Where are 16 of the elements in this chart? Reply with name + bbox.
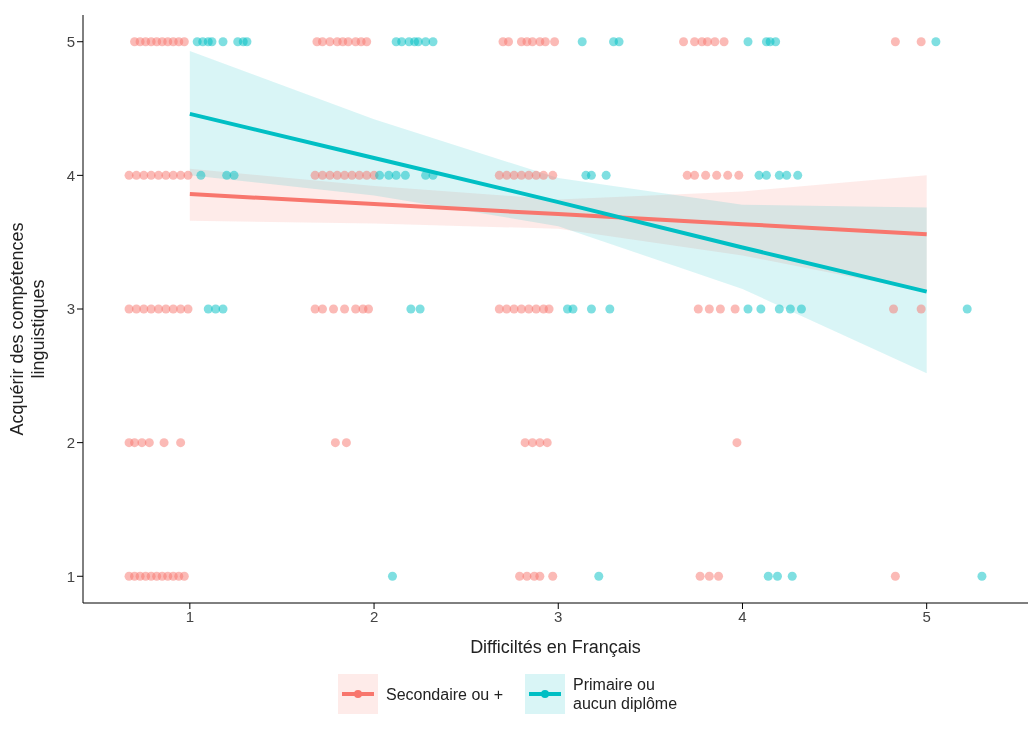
line-series [187,111,929,294]
x-tick-label: 5 [922,607,931,625]
x-tick-label: 2 [369,607,379,625]
y-tick-label: 5 [66,33,75,51]
x-tick-label: 4 [738,607,747,625]
legend-label: Secondaire ou + [386,684,504,704]
x-axis-title: Difficiltés en Français [470,637,641,657]
legend-label: Primaire ou aucun diplôme [573,675,679,713]
y-tick-label: 3 [66,300,75,318]
x-tick-label: 3 [554,607,563,625]
y-tick-label: 4 [66,166,75,184]
line-series [187,192,929,237]
x-tick-label: 1 [185,607,195,625]
y-axis-title: Acquérir des compétences linguistiques [7,221,49,438]
y-tick-label: 1 [66,567,75,585]
y-tick-label: 2 [66,433,75,451]
